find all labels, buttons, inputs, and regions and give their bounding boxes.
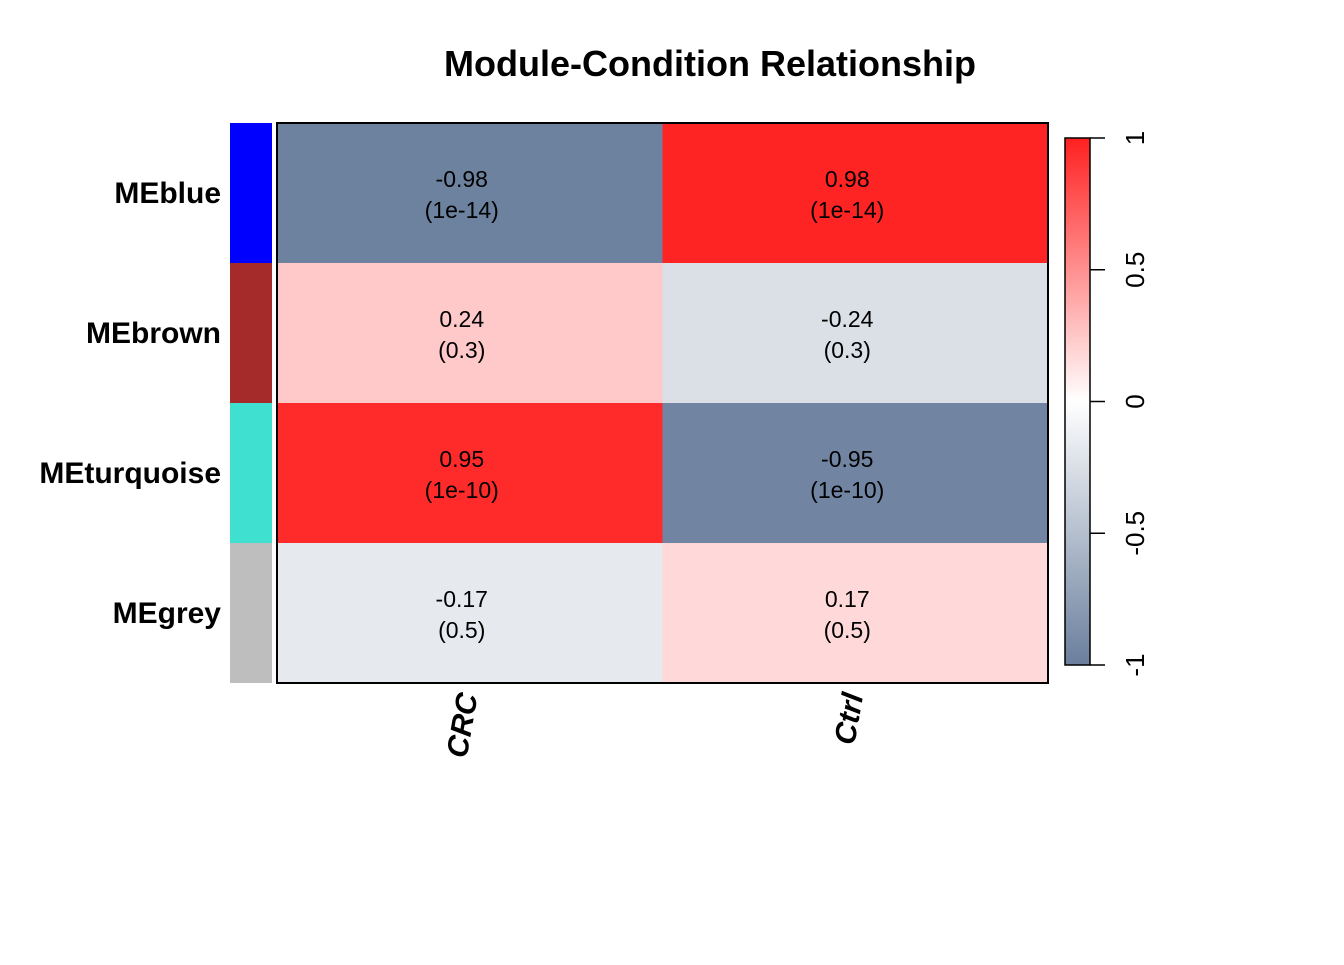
cell-value-MEturquoise-CRC: 0.95 xyxy=(439,446,484,472)
cell-pvalue-MEbrown-CRC: (0.3) xyxy=(438,337,485,363)
row-label-MEblue: MEblue xyxy=(114,177,221,210)
cell-value-MEgrey-Ctrl: 0.17 xyxy=(825,586,870,612)
row-label-MEgrey: MEgrey xyxy=(113,597,222,630)
heatmap-cell-MEblue-CRC xyxy=(277,123,663,264)
colorbar-tick-label-0.5: 0.5 xyxy=(1120,252,1150,288)
colorbar-tick-label--0.5: -0.5 xyxy=(1120,511,1150,556)
row-label-MEbrown: MEbrown xyxy=(86,317,221,350)
cell-value-MEgrey-CRC: -0.17 xyxy=(436,586,488,612)
module-color-bar-MEblue xyxy=(230,123,272,263)
module-color-bar-MEgrey xyxy=(230,543,272,683)
cell-pvalue-MEblue-Ctrl: (1e-14) xyxy=(810,197,884,223)
cell-value-MEblue-Ctrl: 0.98 xyxy=(825,166,870,192)
colorbar-tick-label-1: 1 xyxy=(1120,131,1150,145)
cell-pvalue-MEgrey-CRC: (0.5) xyxy=(438,617,485,643)
cell-pvalue-MEturquoise-CRC: (1e-10) xyxy=(425,477,499,503)
cell-pvalue-MEbrown-Ctrl: (0.3) xyxy=(824,337,871,363)
colorbar-tick-label-0: 0 xyxy=(1120,394,1150,408)
colorbar-tick-label--1: -1 xyxy=(1120,653,1150,676)
column-labels: CRC Ctrl xyxy=(441,689,870,760)
cell-value-MEbrown-CRC: 0.24 xyxy=(439,306,484,332)
row-labels: MEblue MEbrown MEturquoise MEgrey xyxy=(39,177,221,630)
heatmap-cell-MEbrown-Ctrl xyxy=(662,263,1049,404)
heatmap-cell-MEblue-Ctrl xyxy=(662,123,1049,264)
heatmap-cell-MEbrown-CRC xyxy=(277,263,663,404)
colorbar: -1 -0.5 0 0.5 1 xyxy=(1064,131,1150,677)
colorbar-gradient xyxy=(1064,137,1091,666)
heatmap-cells xyxy=(277,123,1049,684)
heatmap-cell-MEturquoise-Ctrl xyxy=(662,403,1049,544)
cell-pvalue-MEturquoise-Ctrl: (1e-10) xyxy=(810,477,884,503)
heatmap-border xyxy=(276,122,1049,684)
module-color-bar-MEbrown xyxy=(230,263,272,403)
cell-value-MEblue-CRC: -0.98 xyxy=(436,166,488,192)
cell-value-MEturquoise-Ctrl: -0.95 xyxy=(821,446,873,472)
module-color-bar-MEturquoise xyxy=(230,403,272,543)
chart-title: Module-Condition Relationship xyxy=(444,43,976,84)
cell-value-labels: -0.98 (1e-14) 0.98 (1e-14) 0.24 (0.3) -0.24 (0.… xyxy=(425,166,885,643)
column-label-Ctrl: Ctrl xyxy=(829,690,871,747)
row-label-MEturquoise: MEturquoise xyxy=(39,457,221,490)
heatmap-cell-MEturquoise-CRC xyxy=(277,403,663,544)
cell-pvalue-MEblue-CRC: (1e-14) xyxy=(425,197,499,223)
heatmap-cell-MEgrey-Ctrl xyxy=(662,543,1049,684)
column-label-CRC: CRC xyxy=(441,689,485,760)
cell-value-MEbrown-Ctrl: -0.24 xyxy=(821,306,874,332)
heatmap-cell-MEgrey-CRC xyxy=(277,543,663,684)
cell-pvalue-MEgrey-Ctrl: (0.5) xyxy=(824,617,871,643)
module-color-bars xyxy=(230,123,272,683)
